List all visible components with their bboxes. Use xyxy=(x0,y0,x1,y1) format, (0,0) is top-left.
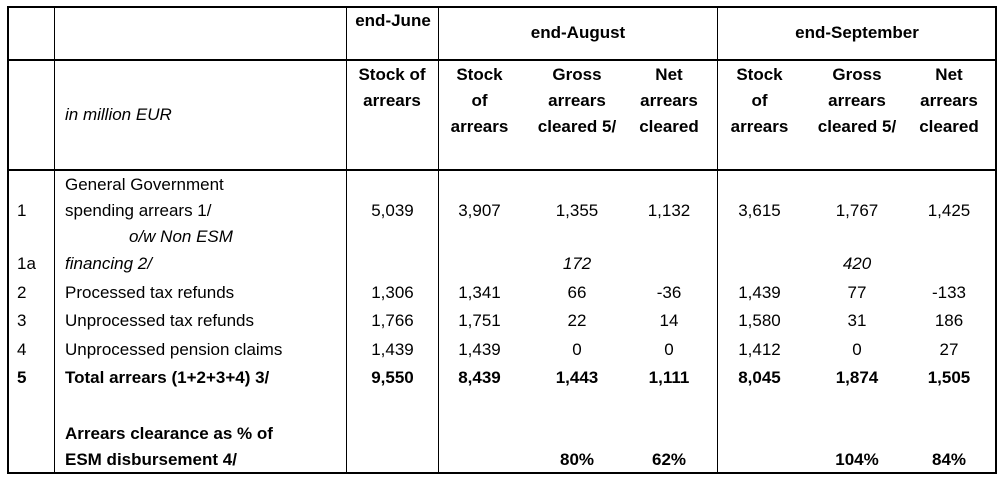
clearance-aug-net: 62% xyxy=(651,450,687,469)
clearance-sep-gross: 104% xyxy=(835,450,879,469)
row-1-june: 5,039 xyxy=(371,201,414,220)
row-5-aug-stock: 8,439 xyxy=(458,368,501,387)
row-1a-sep-gross: 420 xyxy=(842,254,872,273)
row-2-aug-net: -36 xyxy=(656,283,682,302)
row-2-sep-gross: 77 xyxy=(847,283,867,302)
row-3-sep-gross: 31 xyxy=(847,311,867,330)
row-4-aug-net: 0 xyxy=(664,340,674,359)
table-border-right xyxy=(995,6,997,474)
row-2-aug-gross: 66 xyxy=(567,283,587,302)
row-4-sep-stock: 1,412 xyxy=(738,340,781,359)
arrears-table: end-June end-August end-September in mil… xyxy=(7,6,997,474)
aug-net-header: Net arrears cleared xyxy=(639,65,699,136)
row-1a-aug-gross: 172 xyxy=(562,254,592,273)
row-1-sep-gross: 1,767 xyxy=(835,201,879,220)
row-5-sep-net: 1,505 xyxy=(927,368,971,387)
col-divider-june xyxy=(438,6,439,474)
table-border-left xyxy=(7,6,9,474)
row-2-aug-stock: 1,341 xyxy=(458,283,501,302)
row-1-label-line2: spending arrears 1/ xyxy=(65,201,212,220)
table-border-bottom xyxy=(7,472,997,474)
header-divider xyxy=(7,59,997,61)
row-2-sep-stock: 1,439 xyxy=(738,283,781,302)
row-3-num: 3 xyxy=(17,311,27,330)
row-4-num: 4 xyxy=(17,340,27,359)
unit-label: in million EUR xyxy=(65,105,172,124)
row-2-sep-net: -133 xyxy=(931,283,967,302)
row-4-aug-gross: 0 xyxy=(572,340,582,359)
header-end-august: end-August xyxy=(530,23,626,42)
row-2-label: Processed tax refunds xyxy=(65,283,235,302)
row-3-sep-stock: 1,580 xyxy=(738,311,781,330)
clearance-label-line1: Arrears clearance as % of xyxy=(65,424,273,443)
row-1a-label: financing 2/ xyxy=(65,254,152,273)
row-1-num: 1 xyxy=(17,201,27,220)
row-5-sep-stock: 8,045 xyxy=(738,368,781,387)
row-5-june: 9,550 xyxy=(371,368,414,387)
row-1-sep-stock: 3,615 xyxy=(738,201,781,220)
table-border-top xyxy=(7,6,997,8)
row-2-june: 1,306 xyxy=(371,283,414,302)
sep-stock-header: Stock of arrears xyxy=(730,65,789,136)
aug-stock-header: Stock of arrears xyxy=(450,65,509,136)
row-5-aug-net: 1,111 xyxy=(648,368,690,387)
row-5-aug-gross: 1,443 xyxy=(555,368,599,387)
row-5-num: 5 xyxy=(17,368,27,387)
row-4-label: Unprocessed pension claims xyxy=(65,340,283,359)
sep-net-header: Net arrears cleared xyxy=(919,65,979,136)
row-1-aug-net: 1,132 xyxy=(647,201,691,220)
row-1-aug-gross: 1,355 xyxy=(555,201,599,220)
june-stock-header: Stock of arrears xyxy=(358,65,426,110)
row-3-aug-net: 14 xyxy=(659,311,679,330)
row-1-label-line3: o/w Non ESM xyxy=(129,227,233,246)
header-body-divider xyxy=(7,169,997,171)
row-4-sep-net: 27 xyxy=(939,340,959,359)
row-1-label-line1: General Government xyxy=(65,175,224,194)
col-divider-num xyxy=(54,6,55,474)
row-1a-num: 1a xyxy=(17,254,36,273)
clearance-label-line2: ESM disbursement 4/ xyxy=(65,450,237,469)
row-4-june: 1,439 xyxy=(371,340,414,359)
row-3-aug-gross: 22 xyxy=(567,311,587,330)
col-divider-label xyxy=(346,6,347,474)
row-3-label: Unprocessed tax refunds xyxy=(65,311,254,330)
row-2-num: 2 xyxy=(17,283,27,302)
row-3-june: 1,766 xyxy=(371,311,414,330)
aug-gross-header: Gross arrears cleared 5/ xyxy=(537,65,617,136)
header-end-june: end-June xyxy=(355,11,431,30)
header-end-september: end-September xyxy=(795,23,919,42)
row-5-label: Total arrears (1+2+3+4) 3/ xyxy=(65,368,270,387)
row-4-aug-stock: 1,439 xyxy=(458,340,501,359)
row-3-sep-net: 186 xyxy=(934,311,964,330)
row-4-sep-gross: 0 xyxy=(852,340,862,359)
clearance-sep-net: 84% xyxy=(931,450,967,469)
row-1-sep-net: 1,425 xyxy=(927,201,971,220)
row-3-aug-stock: 1,751 xyxy=(458,311,501,330)
sep-gross-header: Gross arrears cleared 5/ xyxy=(817,65,897,136)
row-5-sep-gross: 1,874 xyxy=(835,368,879,387)
row-1-aug-stock: 3,907 xyxy=(458,201,501,220)
col-divider-august xyxy=(717,6,718,474)
clearance-aug-gross: 80% xyxy=(559,450,595,469)
